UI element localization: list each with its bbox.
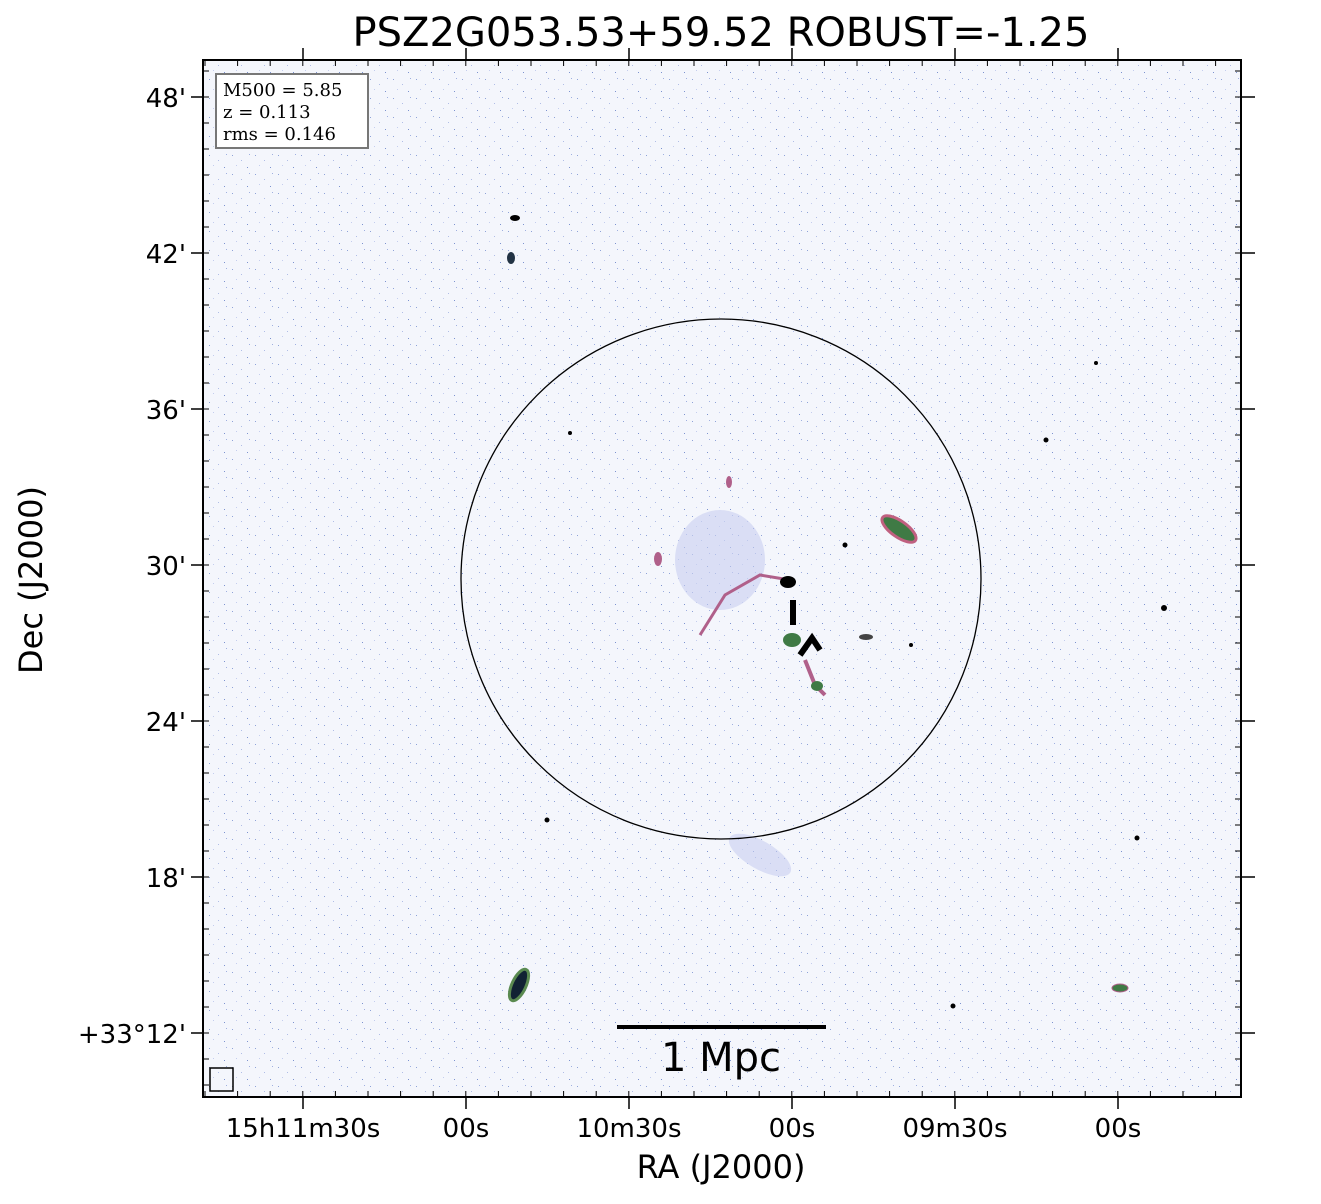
source bbox=[783, 633, 801, 647]
info-line: z = 0.113 bbox=[223, 102, 311, 123]
source bbox=[507, 252, 515, 264]
source bbox=[811, 681, 823, 691]
source bbox=[726, 476, 732, 488]
title: PSZ2G053.53+59.52 ROBUST=-1.25 bbox=[353, 10, 1090, 56]
point-source bbox=[1094, 361, 1098, 365]
sources bbox=[507, 215, 1167, 1009]
x-tick-label: 15h11m30s bbox=[226, 1114, 381, 1144]
source bbox=[1111, 983, 1129, 993]
point-source bbox=[1161, 605, 1167, 611]
source bbox=[654, 552, 662, 566]
diffuse-emission bbox=[675, 510, 765, 610]
info-line: rms = 0.146 bbox=[223, 124, 336, 145]
point-source bbox=[568, 431, 572, 435]
point-source bbox=[1134, 835, 1140, 841]
info-line: M500 = 5.85 bbox=[223, 80, 342, 101]
y-tick-label: 18' bbox=[146, 864, 186, 894]
point-source bbox=[1043, 437, 1049, 443]
y-tick-label: 24' bbox=[146, 708, 186, 738]
scale-bar-label: 1 Mpc bbox=[661, 1035, 781, 1081]
y-tick-label: 30' bbox=[146, 552, 186, 582]
info-box bbox=[215, 73, 369, 149]
diffuse-emission bbox=[728, 833, 792, 877]
point-source bbox=[544, 817, 550, 823]
point-source bbox=[842, 542, 848, 548]
source bbox=[880, 514, 918, 544]
source bbox=[797, 632, 823, 657]
source bbox=[859, 634, 873, 640]
source bbox=[790, 600, 796, 625]
point-source bbox=[909, 643, 913, 647]
ticks: 48' 42' 36' 30' 24' 18' +33°12' 15h11m30s 00s 10m… bbox=[78, 48, 1255, 1144]
x-tick-label: 10m30s bbox=[576, 1114, 681, 1144]
source bbox=[510, 215, 520, 221]
y-tick-label: 48' bbox=[146, 84, 186, 114]
source bbox=[507, 967, 531, 1003]
y-tick-label: 36' bbox=[146, 396, 186, 426]
x-tick-label: 09m30s bbox=[902, 1114, 1007, 1144]
source bbox=[780, 576, 796, 588]
y-tick-label: 42' bbox=[146, 240, 186, 270]
x-tick-label: 00s bbox=[1095, 1114, 1142, 1144]
frame bbox=[202, 59, 1242, 1098]
source bbox=[698, 573, 791, 636]
y-tick-label: +33°12' bbox=[78, 1020, 186, 1050]
x-tick-label: 00s bbox=[769, 1114, 816, 1144]
x-axis-label: RA (J2000) bbox=[637, 1148, 806, 1186]
y-axis-label: Dec (J2000) bbox=[12, 486, 50, 674]
x-tick-label: 00s bbox=[443, 1114, 490, 1144]
point-source bbox=[950, 1003, 956, 1009]
r500-circle bbox=[460, 318, 982, 840]
beam bbox=[209, 1067, 234, 1092]
